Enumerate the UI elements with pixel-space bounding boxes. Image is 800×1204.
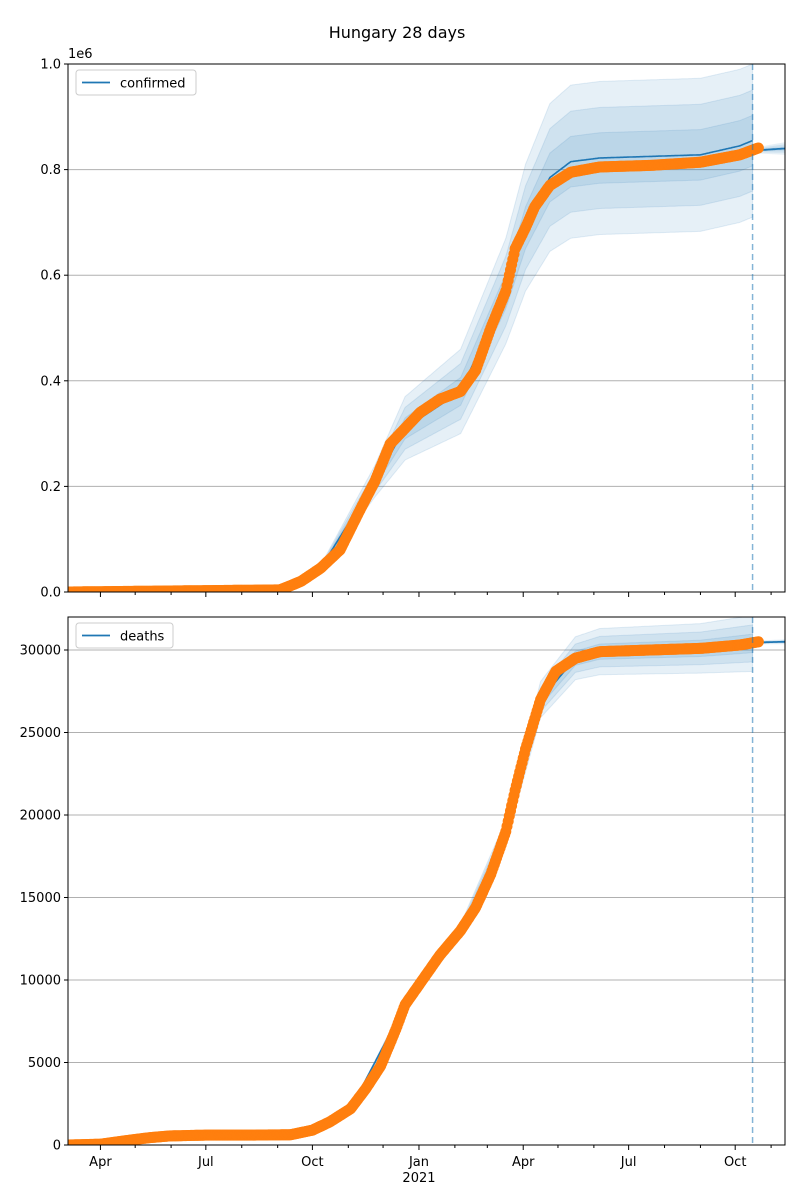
model-band [279, 89, 754, 591]
x-tick-label: Jan [408, 1155, 429, 1170]
model-band [279, 64, 754, 591]
y-tick-label: 0.0 [40, 586, 61, 601]
legend-label: deaths [120, 630, 165, 645]
y-tick-label: 0.6 [40, 269, 61, 284]
y-tick-label: 1.0 [40, 58, 61, 73]
axes-frame [67, 63, 786, 593]
model-band [350, 624, 754, 1109]
plot-area [68, 617, 785, 1145]
model-median-line [349, 642, 753, 1110]
y-tick-label: 0.2 [40, 480, 61, 495]
y-tick-label: 20000 [20, 809, 61, 824]
legend-box [75, 622, 174, 649]
y-tick-label: 10000 [20, 974, 61, 989]
legend: confirmed [75, 69, 197, 96]
x-tick-label: Jul [620, 1155, 637, 1170]
x-tick-label: Oct [724, 1155, 746, 1170]
x-tick-label: Apr [512, 1155, 535, 1170]
y-tick-label: 0.4 [40, 374, 61, 389]
y-tick-label: 30000 [20, 644, 61, 659]
deaths-panel: 0 5000 10000 15000 20000 25000 30000 deaths [20, 616, 786, 1154]
y-offset-label: 1e6 [68, 47, 93, 62]
observed-point [752, 142, 764, 154]
legend: deaths [75, 622, 174, 649]
x-tick-label: Oct [301, 1155, 323, 1170]
y-tick-label: 0.8 [40, 163, 61, 178]
x-tick-label: Jul [197, 1155, 214, 1170]
chart-title: Hungary 28 days [329, 23, 466, 42]
y-tick-label: 25000 [20, 726, 61, 741]
x-axis: Apr Jul Oct Jan Apr Jul Oct 2021 [89, 1155, 746, 1186]
legend-label: confirmed [120, 77, 186, 92]
y-tick-label: 0 [53, 1139, 61, 1154]
plot-area [68, 64, 785, 592]
confirmed-panel: 0.0 0.2 0.4 0.6 0.8 1.0 1e6 confirmed [40, 47, 786, 601]
y-tick-label: 5000 [28, 1056, 61, 1071]
x-tick-label: Apr [89, 1155, 112, 1170]
legend-box [75, 69, 197, 96]
axes-frame [67, 616, 786, 1146]
y-tick-label: 15000 [20, 891, 61, 906]
x-year-label: 2021 [402, 1171, 435, 1186]
observed-point [752, 636, 764, 648]
